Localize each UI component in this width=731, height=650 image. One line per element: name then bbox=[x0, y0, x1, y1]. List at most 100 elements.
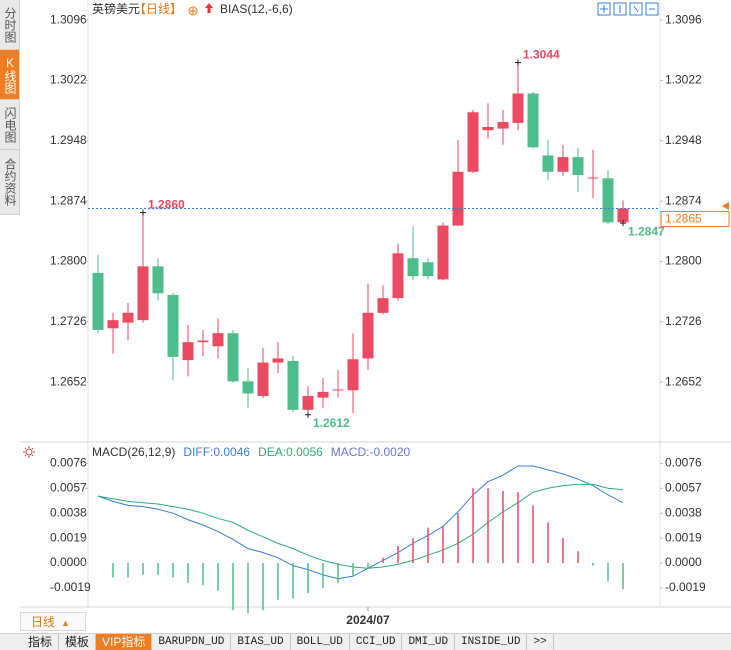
y-tick-label: 0.0000 bbox=[665, 555, 702, 569]
y-tick-label: 1.3096 bbox=[50, 12, 87, 26]
annotation-label: 1.3044 bbox=[523, 48, 560, 62]
candle-body bbox=[392, 253, 404, 299]
candle-body bbox=[257, 362, 269, 396]
y-tick-label: 1.3022 bbox=[50, 73, 87, 87]
candle-body bbox=[512, 93, 524, 123]
toolbar-item[interactable]: 指标 bbox=[22, 634, 60, 650]
candle-body bbox=[572, 157, 584, 176]
y-tick-label: 0.0057 bbox=[665, 480, 702, 494]
y-tick-label: -0.0019 bbox=[50, 580, 91, 594]
sidebar-tab[interactable]: 分时图 bbox=[0, 0, 19, 50]
legend-entry: DIFF:0.0046 bbox=[183, 445, 250, 459]
candle-body bbox=[467, 112, 479, 172]
sidebar: 分时图 K线图 闪电图 合约资料 bbox=[0, 0, 20, 215]
indicator-title: MACD(26,12,9) bbox=[92, 445, 175, 459]
period[interactable]: 【日线】 bbox=[134, 2, 182, 16]
toolbar-item[interactable]: BARUPDN_UD bbox=[152, 634, 232, 650]
candle-body bbox=[92, 272, 104, 330]
candle-body bbox=[287, 360, 299, 410]
candle-body bbox=[452, 171, 464, 226]
candle-body bbox=[137, 266, 149, 321]
indicator-icon[interactable] bbox=[205, 3, 213, 13]
candle-body bbox=[152, 266, 164, 294]
candle-body bbox=[557, 157, 569, 172]
candle-body bbox=[437, 225, 449, 280]
indicator-legend: MACD(26,12,9) DIFF:0.0046 DEA:0.0056 MACD:-… bbox=[92, 445, 410, 459]
toolbar-item[interactable]: VIP指标 bbox=[96, 634, 153, 650]
candle-body bbox=[107, 320, 119, 329]
y-tick-label: 1.2948 bbox=[665, 133, 702, 147]
candle-body bbox=[377, 298, 389, 313]
price-marker-icon bbox=[722, 202, 729, 210]
toolbar: 指标 模板 VIP指标 BARUPDN_UD BIAS_UD BOLL_UD CCI_UD D… bbox=[0, 633, 731, 650]
candle-body bbox=[182, 342, 194, 361]
y-tick-label: 0.0057 bbox=[50, 480, 87, 494]
candle-body bbox=[302, 395, 314, 410]
period-tab[interactable]: 日线 ▲ bbox=[20, 612, 86, 631]
x-tick-label: 2024/07 bbox=[346, 613, 390, 627]
symbol: 英镑美元 bbox=[92, 1, 140, 16]
toolbar-item[interactable]: BIAS_UD bbox=[231, 634, 291, 650]
annotation-label: 1.2860 bbox=[148, 198, 185, 212]
y-tick-label: -0.0019 bbox=[665, 580, 706, 594]
y-tick-label: 0.0019 bbox=[665, 530, 702, 544]
indicator-line bbox=[97, 465, 624, 580]
y-tick-label: 1.2874 bbox=[50, 193, 87, 207]
candle-body bbox=[167, 294, 179, 357]
period-tab-arrow: ▲ bbox=[61, 618, 70, 628]
candle-body bbox=[482, 126, 494, 131]
period-tab-label: 日线 bbox=[31, 615, 56, 629]
settings-icon[interactable] bbox=[23, 446, 35, 458]
legend-entry: DEA:0.0056 bbox=[258, 445, 323, 459]
y-tick-label: 1.2948 bbox=[50, 133, 87, 147]
y-tick-label: 0.0038 bbox=[665, 505, 702, 519]
candle-body bbox=[197, 340, 209, 343]
toolbar-item[interactable]: >> bbox=[527, 634, 554, 650]
candle-body bbox=[587, 177, 599, 179]
candle-body bbox=[422, 262, 434, 277]
toolbar-item[interactable]: INSIDE_UD bbox=[455, 634, 528, 650]
indicator-label: BIAS(12,-6,6) bbox=[220, 2, 293, 16]
candle-body bbox=[407, 258, 419, 277]
y-tick-label: 1.2800 bbox=[665, 254, 702, 268]
y-tick-label: 1.3096 bbox=[665, 12, 702, 26]
toolbar-item[interactable]: CCI_UD bbox=[350, 634, 403, 650]
candle-body bbox=[212, 333, 224, 347]
toolbar-item[interactable]: DMI_UD bbox=[402, 634, 456, 650]
y-tick-label: 0.0019 bbox=[50, 530, 87, 544]
sidebar-tab[interactable]: 闪电图 bbox=[0, 100, 19, 150]
y-tick-label: 1.2874 bbox=[665, 193, 702, 207]
indicator-line bbox=[97, 483, 624, 569]
last-price-label: 1.2865 bbox=[665, 212, 702, 226]
y-tick-label: 1.2652 bbox=[665, 374, 702, 388]
chart: 英镑美元 【日线】 BIAS(12,-6,6) 1.2652 1.2652 1.27… bbox=[20, 0, 731, 627]
toolbar-item[interactable]: BOLL_UD bbox=[291, 634, 350, 650]
y-tick-label: 1.2800 bbox=[50, 254, 87, 268]
y-tick-label: 1.2726 bbox=[665, 314, 702, 328]
y-tick-label: 0.0038 bbox=[50, 505, 87, 519]
y-tick-label: 0.0076 bbox=[50, 456, 87, 470]
candle-body bbox=[122, 312, 134, 323]
candle-body bbox=[347, 359, 359, 391]
candle-body bbox=[542, 155, 554, 172]
candle-body bbox=[317, 391, 329, 398]
add-icon[interactable] bbox=[188, 6, 198, 16]
sidebar-tab[interactable]: 合约资料 bbox=[0, 150, 19, 215]
y-tick-label: 0.0000 bbox=[50, 555, 87, 569]
y-tick-label: 0.0076 bbox=[665, 456, 702, 470]
sidebar-tab[interactable]: K线图 bbox=[0, 50, 19, 100]
candle-body bbox=[227, 333, 239, 382]
annotation-label: 1.2847 bbox=[628, 224, 665, 238]
tool-icons[interactable] bbox=[597, 2, 659, 16]
candle-body bbox=[617, 208, 629, 223]
candle-body bbox=[602, 178, 614, 223]
candle-body bbox=[527, 93, 539, 148]
y-tick-label: 1.3022 bbox=[665, 73, 702, 87]
candle-body bbox=[242, 381, 254, 394]
y-tick-label: 1.2652 bbox=[50, 374, 87, 388]
toolbar-item[interactable]: 模板 bbox=[59, 634, 97, 650]
legend-entry: MACD:-0.0020 bbox=[331, 445, 411, 459]
annotation-label: 1.2612 bbox=[313, 416, 350, 430]
candle-body bbox=[497, 122, 509, 129]
